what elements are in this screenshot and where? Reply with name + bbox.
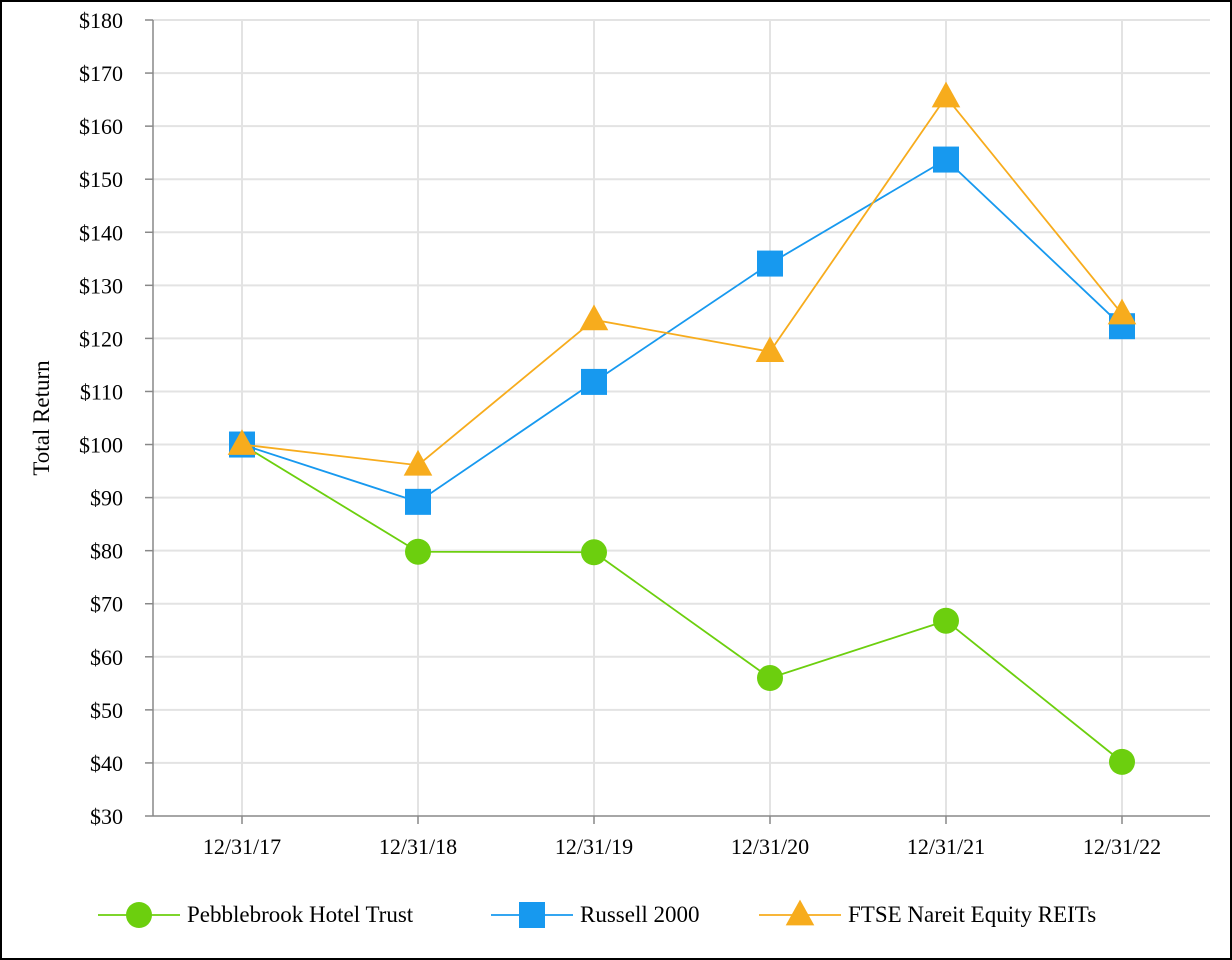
triangle-point xyxy=(579,304,609,331)
circle-point xyxy=(581,539,607,566)
y-tick-label: $40 xyxy=(90,751,123,776)
series-ftse-nareit-equity-reits xyxy=(227,81,1137,476)
x-tick-label: 12/31/19 xyxy=(555,834,633,859)
legend-label: FTSE Nareit Equity REITs xyxy=(848,902,1096,927)
axes xyxy=(145,19,1210,824)
triangle-point xyxy=(931,81,961,108)
circle-point xyxy=(405,538,431,565)
y-tick-label: $130 xyxy=(79,273,123,298)
square-point xyxy=(581,368,607,395)
x-tick-label: 12/31/22 xyxy=(1083,834,1161,859)
y-tick-label: $140 xyxy=(79,220,123,245)
y-tick-label: $160 xyxy=(79,114,123,139)
x-tick-labels: 12/31/17 12/31/18 12/31/19 12/31/20 12/31/21… xyxy=(203,834,1161,859)
legend-marker-triangle xyxy=(785,899,815,926)
x-tick-label: 12/31/18 xyxy=(379,834,457,859)
series-line-pebblebrook-hotel-trust xyxy=(241,443,1123,763)
square-point xyxy=(933,146,959,173)
y-tick-labels: $30 $40 $50 $60 $70 $80 $90 $100 $110 $120 $130 $14… xyxy=(79,8,123,829)
legend-entry-russell-2000: Russell 2000 xyxy=(491,902,699,928)
series-line-russell-2000 xyxy=(241,158,1123,503)
y-tick-label: $50 xyxy=(90,698,123,723)
y-tick-label: $80 xyxy=(90,539,123,564)
legend-entry-ftse-nareit-equity-reits: FTSE Nareit Equity REITs xyxy=(759,899,1096,927)
square-point xyxy=(757,250,783,277)
legend-label: Pebblebrook Hotel Trust xyxy=(187,902,414,927)
circle-point xyxy=(1109,748,1135,775)
y-tick-label: $120 xyxy=(79,326,123,351)
x-tick-label: 12/31/21 xyxy=(907,834,985,859)
y-tick-label: $150 xyxy=(79,167,123,192)
y-tick-label: $100 xyxy=(79,433,123,458)
series-line-ftse-nareit-equity-reits xyxy=(241,95,1123,467)
x-tick-label: 12/31/20 xyxy=(731,834,809,859)
y-tick-label: $180 xyxy=(79,8,123,33)
legend-label: Russell 2000 xyxy=(580,902,699,927)
square-point xyxy=(405,488,431,515)
x-tick-label: 12/31/17 xyxy=(203,834,281,859)
y-tick-label: $30 xyxy=(90,804,123,829)
legend: Pebblebrook Hotel Trust Russell 2000 FTSE … xyxy=(98,899,1096,928)
grid-lines xyxy=(153,19,1210,816)
y-tick-label: $90 xyxy=(90,486,123,511)
triangle-point xyxy=(403,449,433,476)
series-group xyxy=(227,81,1137,775)
y-axis-title: Total Return xyxy=(29,360,54,476)
legend-marker-circle xyxy=(126,902,152,928)
circle-point xyxy=(757,665,783,692)
legend-entry-pebblebrook-hotel-trust: Pebblebrook Hotel Trust xyxy=(98,902,414,928)
y-tick-label: $70 xyxy=(90,592,123,617)
y-tick-label: $60 xyxy=(90,645,123,670)
legend-marker-square xyxy=(519,902,545,928)
y-tick-label: $110 xyxy=(80,379,123,404)
circle-point xyxy=(933,607,959,634)
y-tick-label: $170 xyxy=(79,61,123,86)
triangle-point xyxy=(755,336,785,363)
triangle-point xyxy=(227,429,257,455)
triangle-point xyxy=(1107,298,1137,325)
